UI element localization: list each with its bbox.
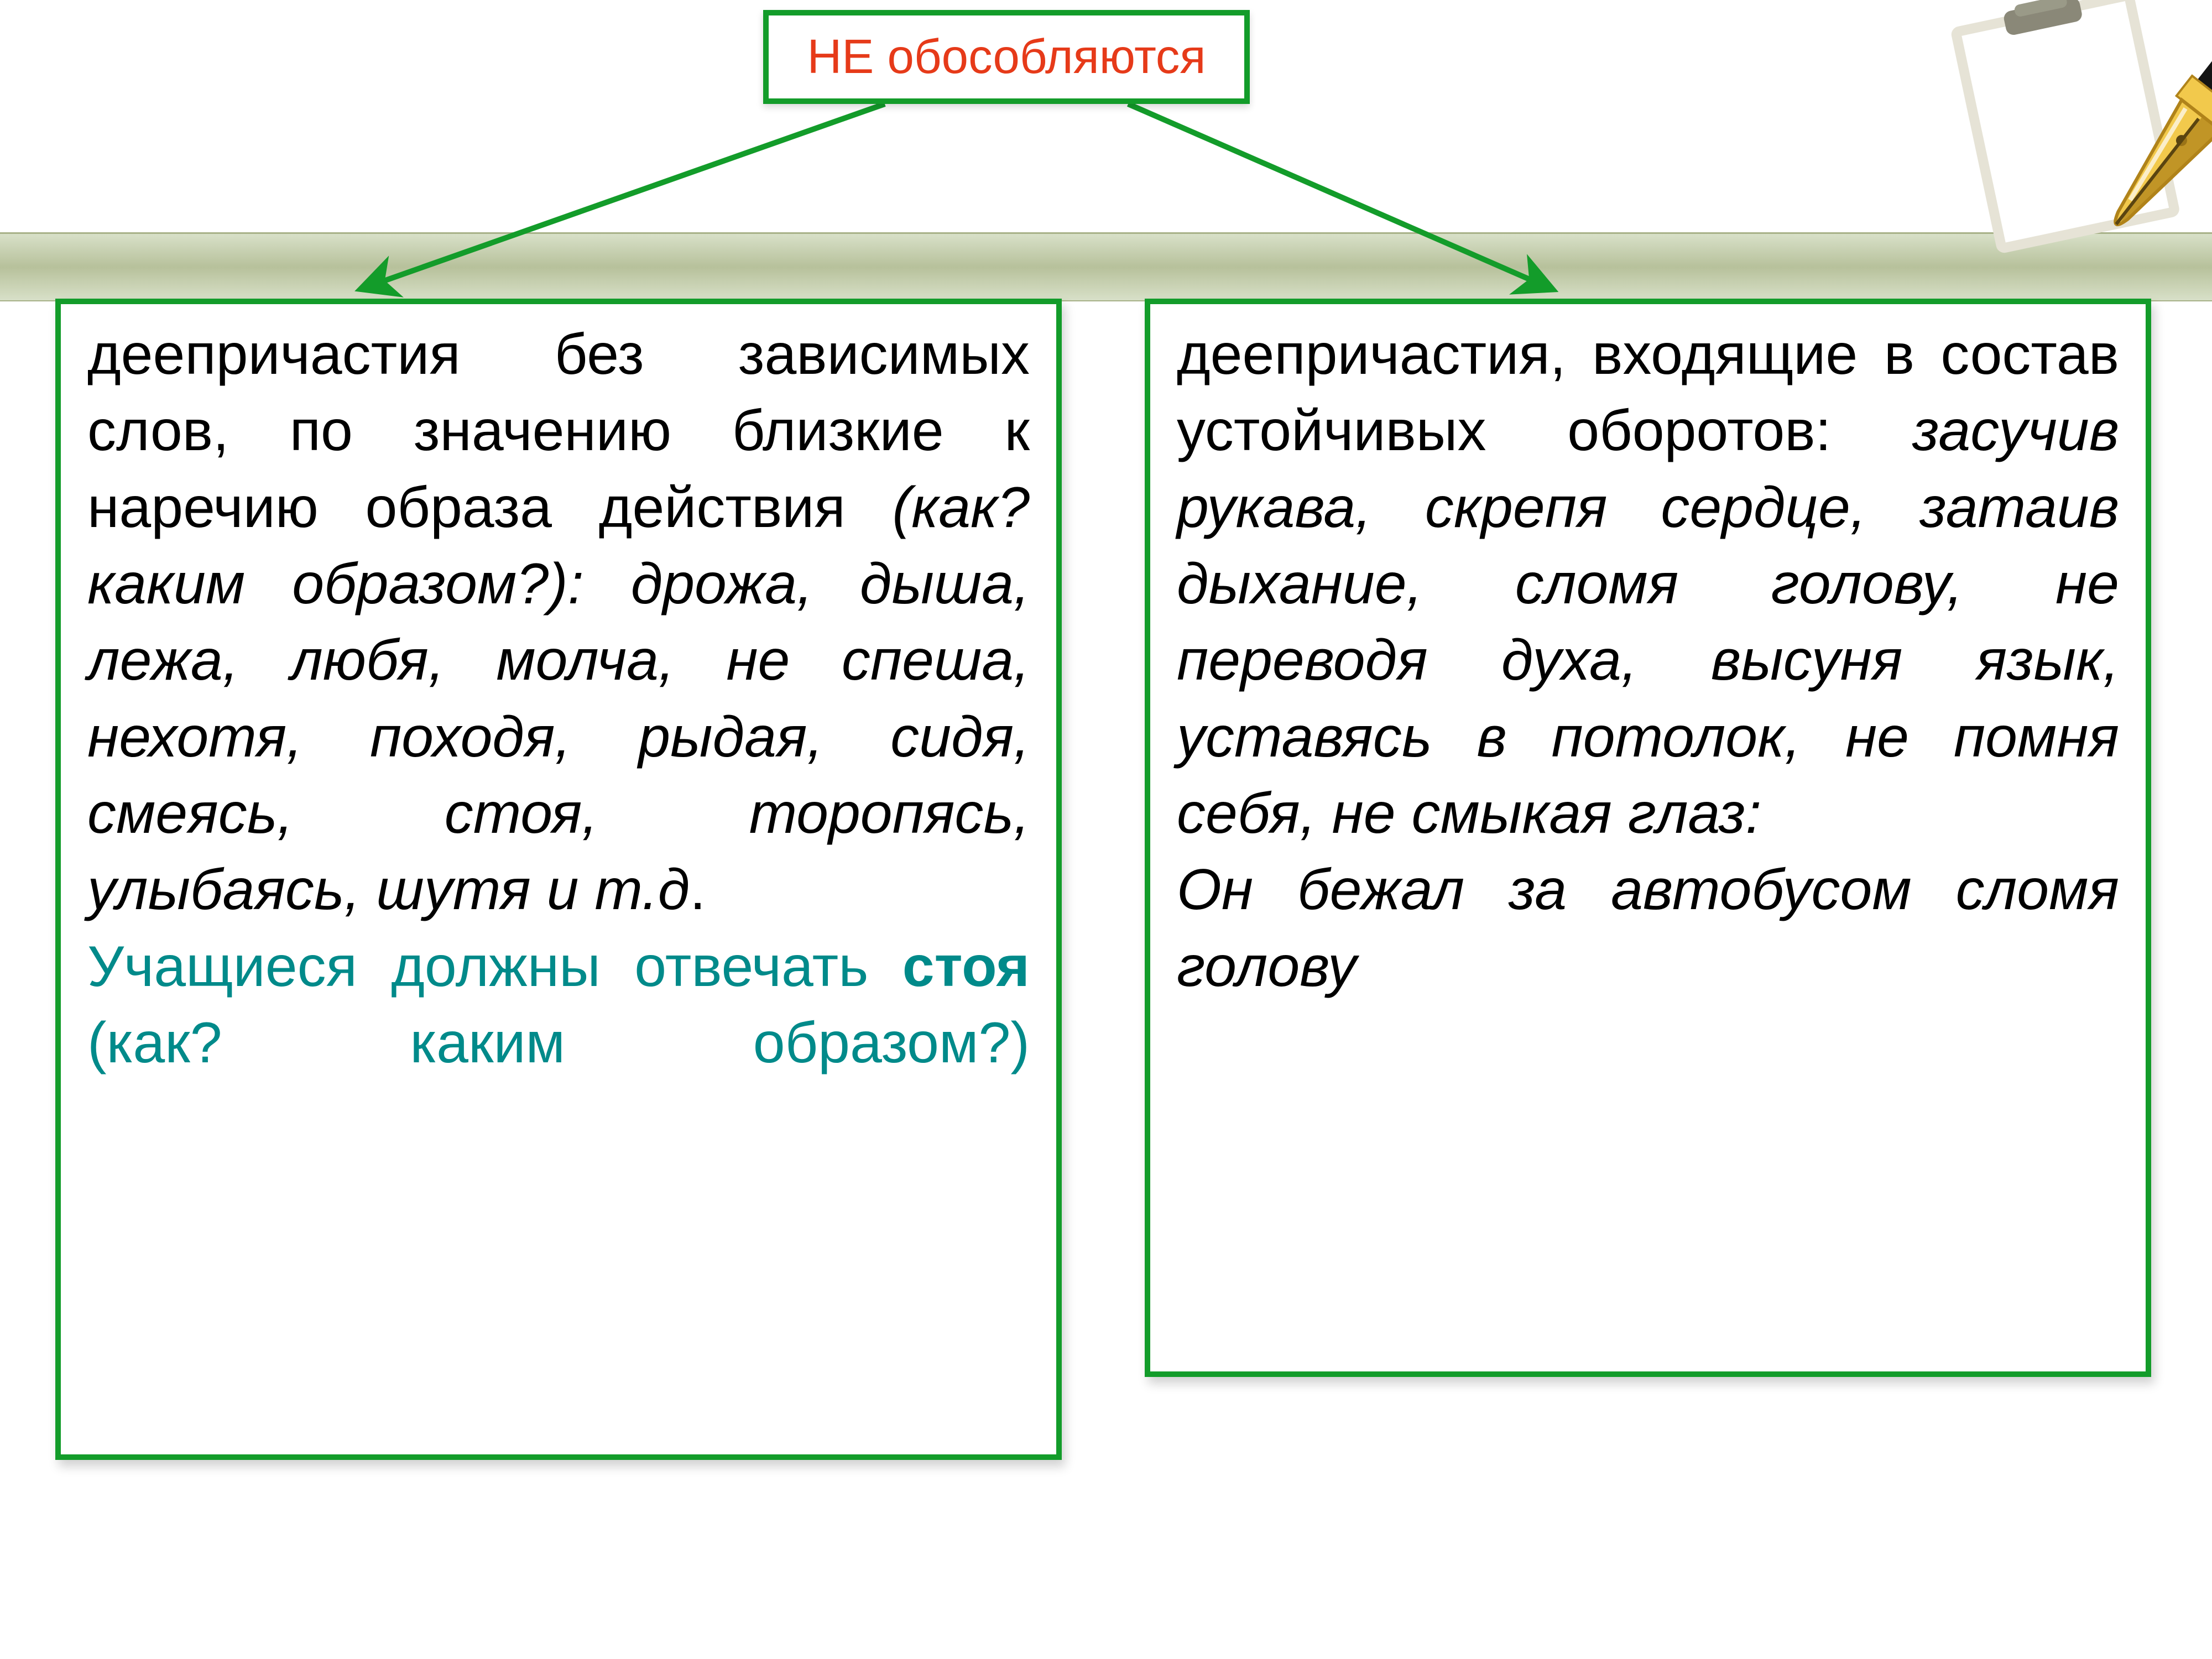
left-teal-paragraph: Учащиеся должны отвечать стоя (как? каки… — [87, 928, 1030, 1082]
left-main-paragraph: деепричастия без зависимых слов, по знач… — [87, 316, 1030, 928]
pen-icon — [1908, 0, 2212, 304]
left-text-italic: (как? каким образом?): дрожа, дыша, лежа… — [87, 476, 1030, 922]
right-content-box: деепричастия, входящие в состав устойчив… — [1145, 299, 2151, 1377]
header-text: НЕ обособляются — [807, 29, 1206, 85]
left-teal-bold: стоя — [902, 935, 1030, 999]
left-content-box: деепричастия без зависимых слов, по знач… — [55, 299, 1062, 1460]
right-example: Он бежал за автобусом сломя голову — [1177, 852, 2119, 1005]
right-text-italic: засучив рукава, скрепя сердце, затаив ды… — [1177, 399, 2119, 846]
slide-root: НЕ обособляются деепричастия без зависим… — [0, 0, 2212, 1659]
left-text-dot: . — [690, 858, 706, 922]
left-teal-part2: (как? каким образом?) — [87, 1011, 1030, 1075]
left-teal-part1: Учащиеся должны отвечать — [87, 935, 902, 999]
header-box: НЕ обособляются — [763, 10, 1250, 104]
background-gradient-band — [0, 232, 2212, 301]
right-main-paragraph: деепричастия, входящие в состав устойчив… — [1177, 316, 2119, 852]
left-text-plain: деепричастия без зависимых слов, по знач… — [87, 322, 1030, 540]
